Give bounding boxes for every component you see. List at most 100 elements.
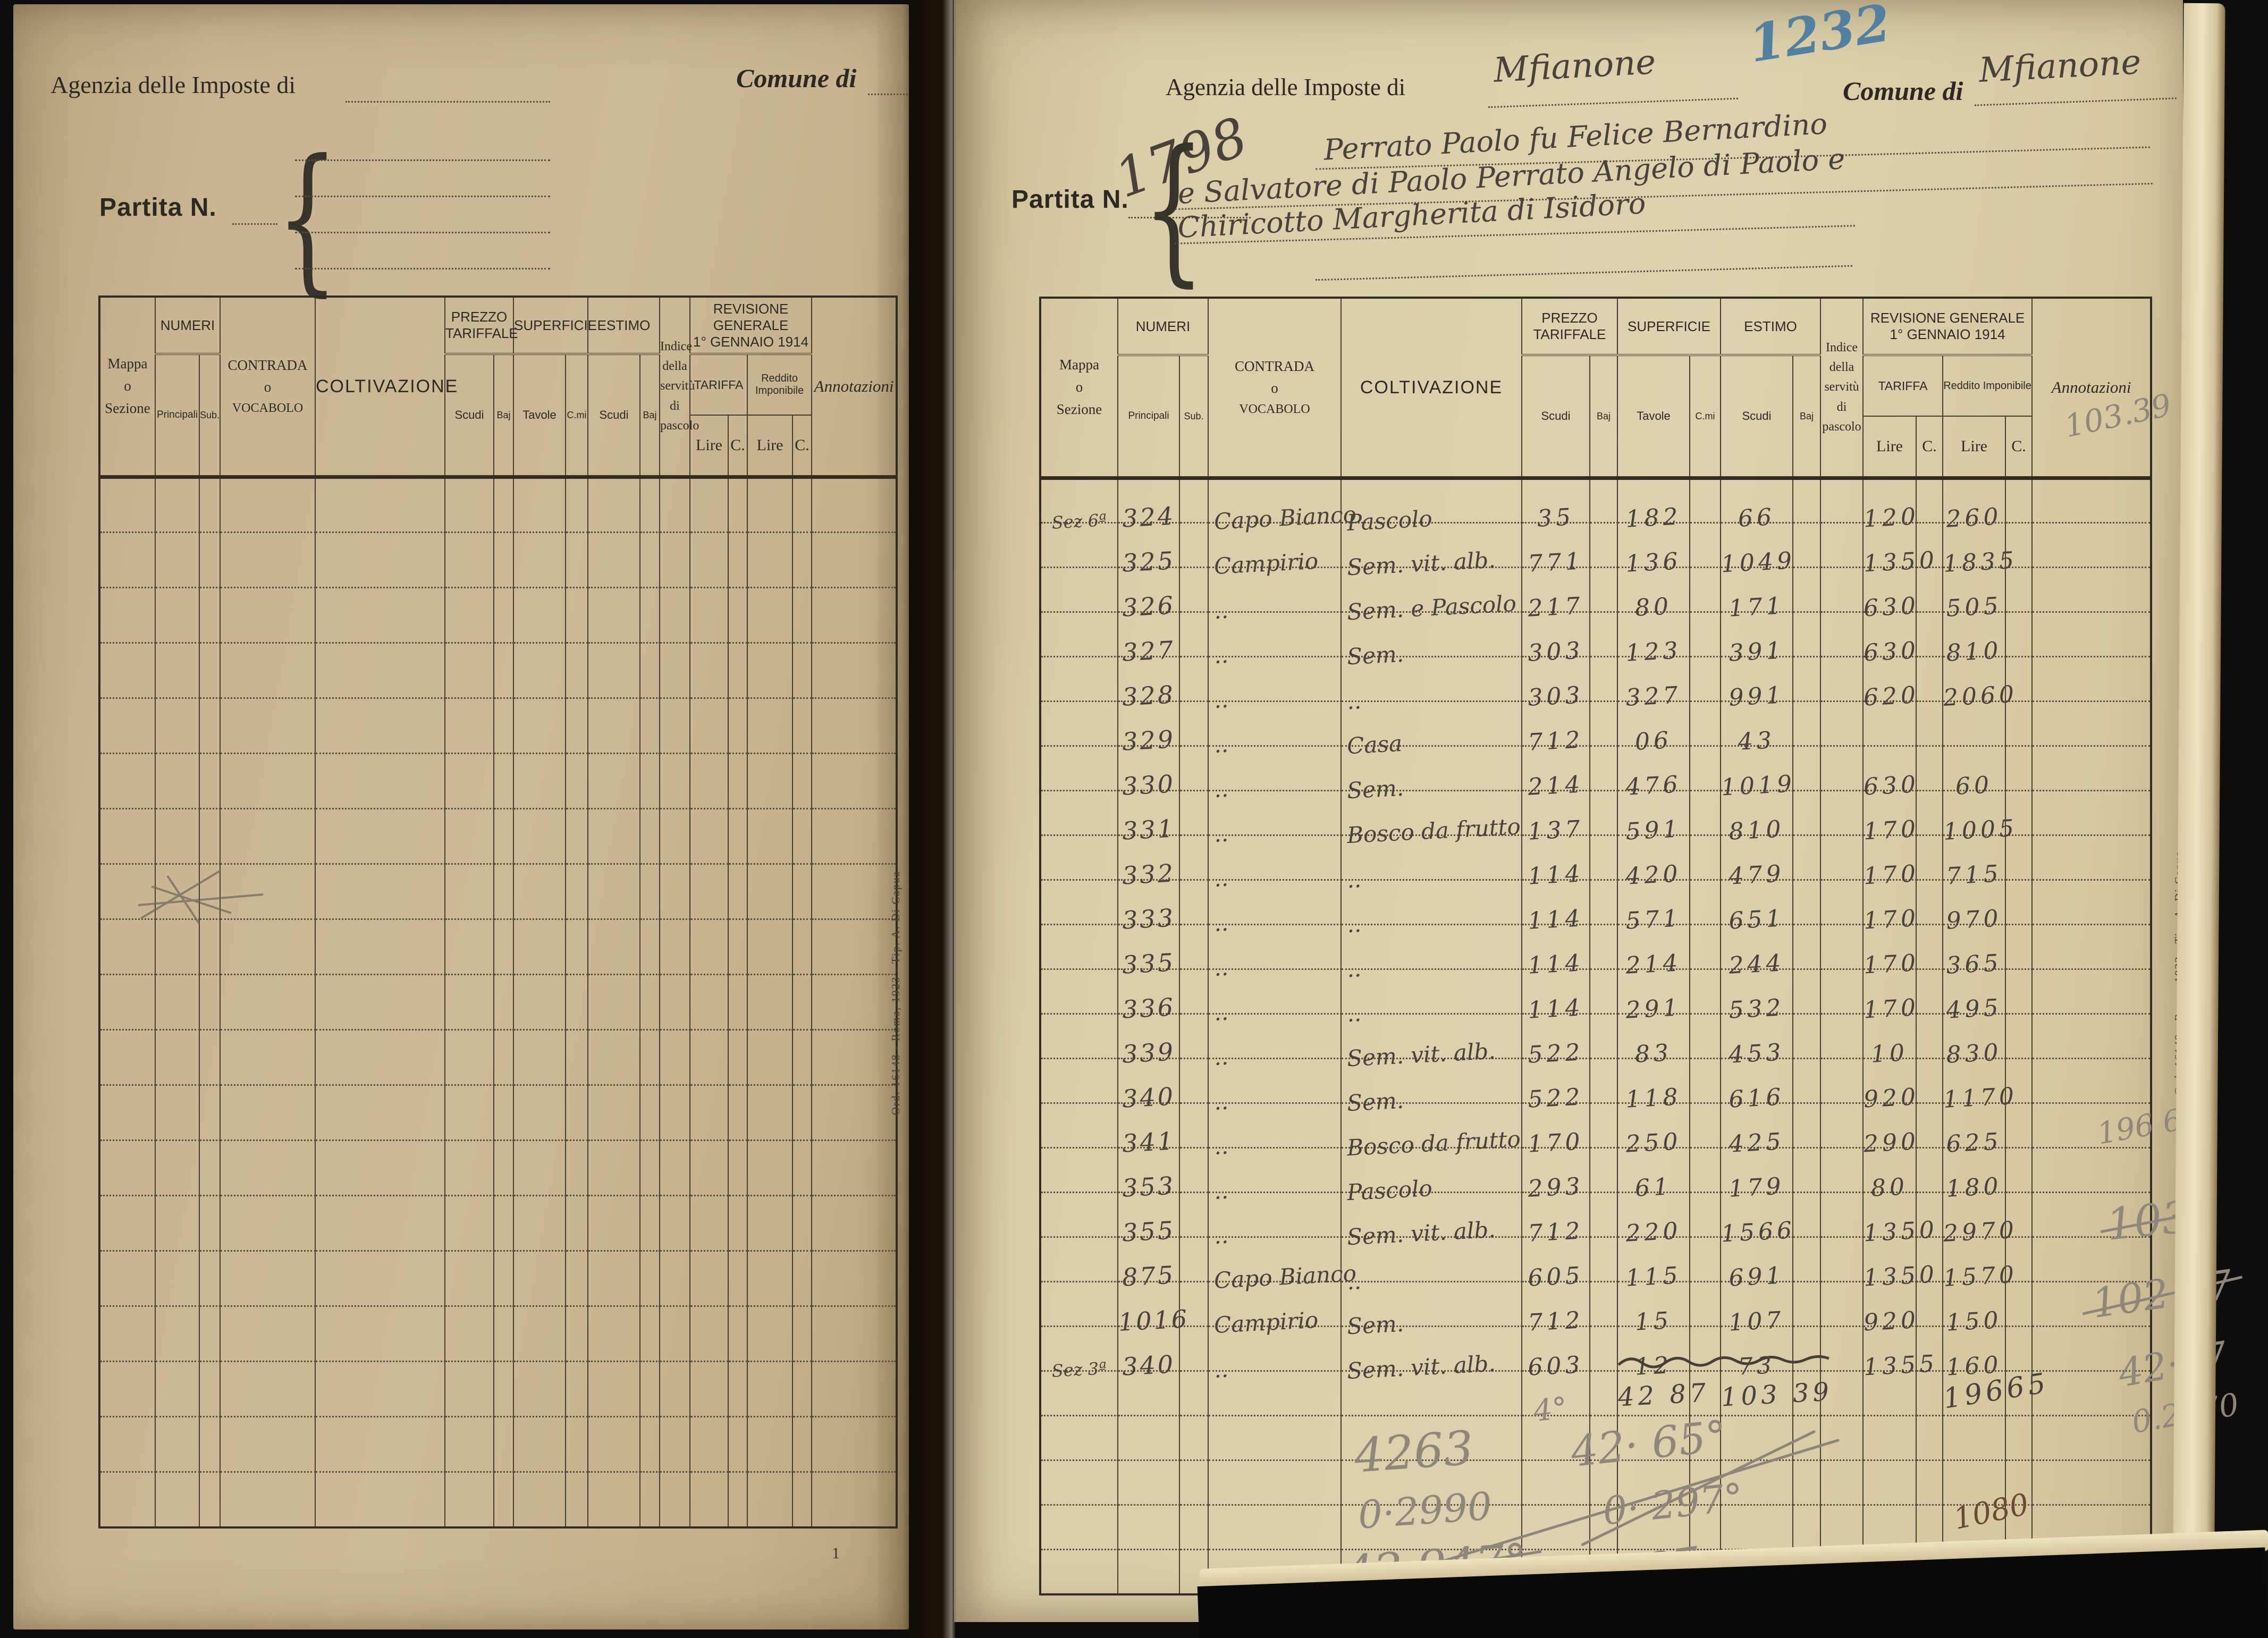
cell-num [155,1361,200,1417]
cell-estimo [587,587,640,644]
cell-cmi [1689,567,1721,613]
cell-tariffa_c [728,1472,748,1528]
cell-indice [1820,1103,1864,1149]
cell-annot [2031,790,2152,836]
cell-sup: 136 [1617,522,1690,578]
table-row: 1016 Campirio Sem. 712 15 107 920 150 [1040,1281,2152,1339]
empty-row [99,864,898,920]
cell-estimo_baj [639,1140,661,1196]
col-mappa-sezione: Mappa o Sezione [1040,298,1118,478]
cell-tariffa: 1350 [1862,1192,1938,1247]
cell-estimo: 244 [1720,924,1793,980]
col-mappa-sezione: Mappa o Sezione [99,297,156,477]
col-cmi: C.mi [1689,355,1721,478]
cell-cmi [565,1085,588,1141]
cell-num: 328 [1117,656,1180,712]
cell-indice [1820,1460,1864,1506]
cell-prezzo_baj [1589,790,1618,836]
cell-prezzo_baj [493,1085,514,1141]
col-tavole: Tavole [1617,355,1690,478]
cell-sub [199,1251,221,1307]
cell-prezzo: 170 [1521,1103,1590,1158]
cell-reddito [747,1472,794,1528]
cell-reddito [747,587,794,644]
cell-tariffa_c [728,1085,748,1141]
cell-contrada: .. [1208,1103,1342,1160]
table-row: 336.... 114 291 532 170 495 [1040,969,2152,1027]
cell-estimo [587,643,640,699]
col-prezzo-scudi: Scudi [444,354,494,477]
cell-colt: .. [1340,924,1522,982]
cell-tariffa [689,864,729,920]
cell-sub [1179,1281,1209,1327]
cell-sub [1179,1014,1209,1059]
cell-sub [199,974,221,1031]
cell-tariffa_c [1916,612,1944,657]
cell-estimo_baj [639,1085,661,1141]
cell-contrada [220,1306,316,1362]
cell-num: 339 [1117,1014,1180,1069]
cell-prezzo_baj [1589,1103,1618,1149]
cell-colt [1340,1460,1522,1506]
cell-sub [1179,701,1209,747]
cell-prezzo [444,1306,494,1362]
cell-prezzo [444,1416,494,1473]
cell-tariffa_c [1916,746,1944,791]
cell-indice [1820,701,1864,747]
col-superficie: SUPERFICIE [513,297,597,355]
cell-reddito: 180 [1942,1147,2006,1203]
handwritten-annotation: 1232 [1744,0,1895,74]
table-row: 875 Capo Bianco.. 605 115 691 1350 1570 [1040,1237,2152,1295]
cell-sez [1040,1192,1118,1238]
cell-tariffa_c [1916,1103,1944,1149]
handwritten-annotation: 4263 [1352,1420,1476,1483]
cell-cmi [565,1029,588,1086]
cell-tariffa [689,643,729,699]
cell-cmi [565,1251,588,1307]
cell-estimo_baj [1792,1147,1822,1193]
cell-reddito_c [792,1416,813,1473]
table-row: 340.. Sem. 522 118 616 920 1170 [1040,1058,2152,1116]
cell-annot [2031,880,2152,925]
cell-annot [811,753,898,809]
cell-sub [1179,567,1209,613]
cell-colt [315,1195,445,1252]
cell-sez [1040,1058,1118,1104]
cell-annot [811,974,898,1031]
col-estimo-scudi: Scudi [587,354,640,477]
cell-estimo [587,974,640,1031]
cell-estimo_baj [1792,656,1822,702]
cell-colt [315,1361,445,1417]
cell-reddito: 1835 [1942,522,2018,578]
cell-sub [199,1306,221,1362]
cell-tariffa_c [1916,790,1944,836]
cell-annot [811,1029,898,1086]
cell-estimo_baj [639,587,661,644]
cell-colt [315,1140,445,1196]
table-row: Sez 6ª 324 Capo Bianco Pascolo 35 182 66 120 260 [1040,478,2152,536]
cell-indice [1820,1237,1864,1282]
cell-tariffa [689,919,729,975]
agenzia-label-right: Agenzia delle Imposte di [1166,74,1406,100]
cell-reddito: 2970 [1942,1192,2018,1247]
cell-indice [659,698,691,754]
cell-prezzo [1521,1460,1590,1506]
cell-prezzo [444,1251,494,1307]
cell-tariffa: 170 [1862,924,1920,980]
cell-prezzo_baj [1589,1371,1618,1416]
cell-tariffa [689,698,729,754]
cell-tariffa [689,532,729,588]
cell-tariffa [689,1140,729,1196]
cell-indice [659,643,691,699]
cell-tariffa [689,477,729,533]
cell-reddito_c [792,587,813,644]
cell-sup [1617,1415,1690,1461]
cell-indice [659,1029,691,1086]
handwritten-annotation: 0·2990 [1356,1483,1494,1538]
cell-tariffa_c [1916,567,1944,613]
cell-indice [1820,924,1864,970]
cell-num: 324 [1117,478,1180,533]
cell-contrada [220,587,316,644]
cell-annot [2031,1014,2152,1059]
cell-sub [199,1361,221,1417]
